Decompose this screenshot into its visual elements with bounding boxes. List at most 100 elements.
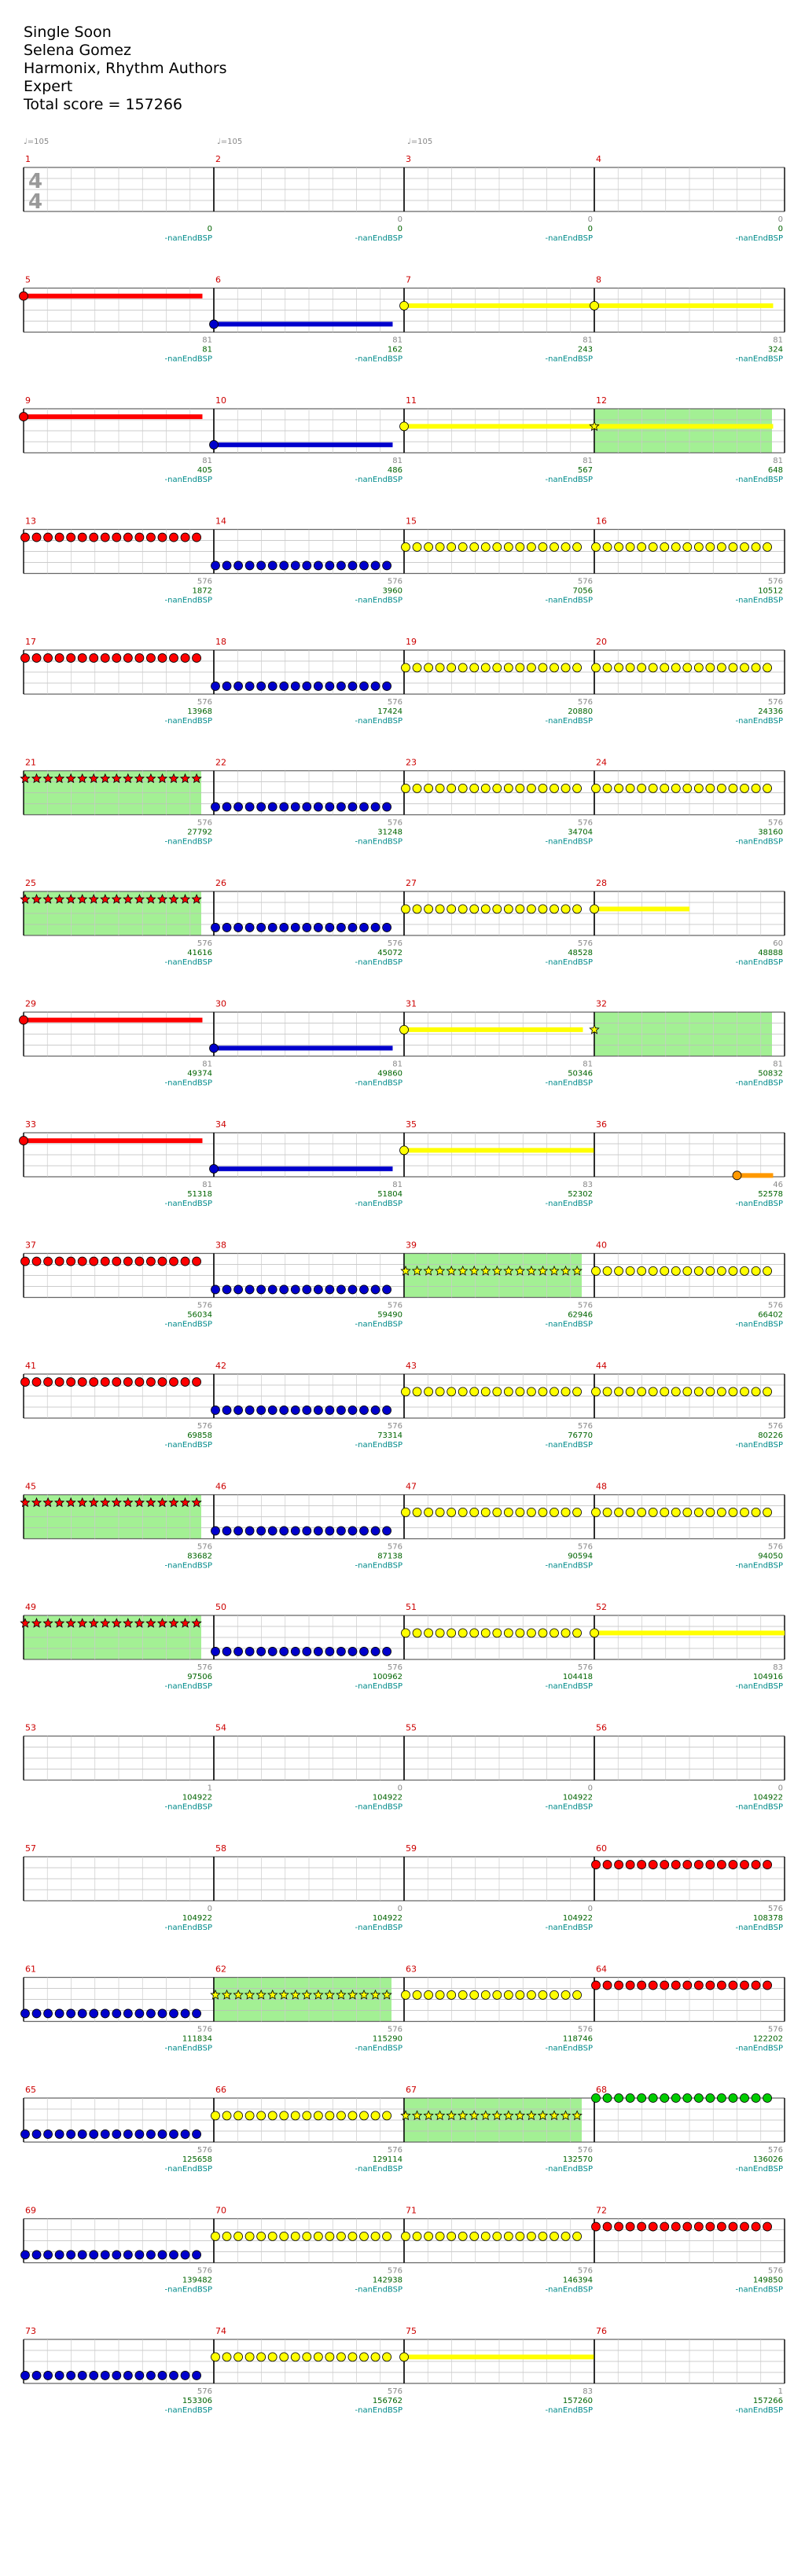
measure-value: 576	[197, 939, 212, 948]
note-head	[370, 2231, 380, 2241]
measure-number: 65	[25, 2085, 36, 2095]
measure-score: 149850	[753, 2277, 783, 2285]
measure-value: 576	[388, 819, 402, 828]
star-note	[88, 894, 99, 904]
measure-number: 70	[215, 2206, 226, 2216]
measure-score: 0	[588, 225, 593, 233]
note-head	[169, 1377, 178, 1387]
measure-number: 3	[406, 154, 411, 164]
note-head	[424, 1387, 433, 1397]
star-note	[191, 773, 202, 784]
note-head	[591, 2093, 601, 2103]
total-score: Total score = 157266	[24, 96, 182, 113]
star-note	[313, 1989, 324, 2000]
note-head	[751, 1508, 761, 1517]
note-head	[256, 1284, 266, 1295]
measure-footer-label: -nanEndBSP	[355, 1079, 402, 1088]
star-note	[156, 1497, 168, 1508]
note-head	[43, 1256, 53, 1266]
note-head	[233, 802, 243, 812]
note-head	[469, 1628, 480, 1638]
star-note	[191, 894, 202, 904]
note-head	[751, 784, 761, 793]
note-head	[180, 1377, 190, 1387]
note-head	[54, 532, 64, 542]
note-head	[572, 784, 582, 793]
measure-score: 146394	[563, 2277, 593, 2285]
note-head	[550, 1990, 559, 2000]
measure-footer-label: -nanEndBSP	[546, 958, 593, 967]
measure-score: 104922	[182, 1914, 212, 1923]
note-head	[267, 682, 278, 691]
star-note	[301, 1989, 312, 2000]
note-head	[134, 532, 145, 542]
measure-value: 576	[388, 698, 402, 707]
note-head	[682, 2093, 693, 2103]
note-head	[256, 1526, 266, 1536]
note-head	[233, 923, 243, 932]
note-head	[180, 2008, 190, 2019]
note-head	[561, 1387, 571, 1397]
measure-value: 81	[392, 1181, 402, 1189]
note-head	[492, 1628, 502, 1638]
note-head	[538, 1508, 548, 1517]
measure-number: 21	[25, 758, 36, 768]
note-head	[336, 1284, 346, 1295]
note-head	[77, 2371, 87, 2380]
note-head	[591, 663, 601, 673]
star-note	[156, 773, 168, 784]
measure-footer-label: -nanEndBSP	[736, 2045, 783, 2053]
measure-number: 15	[406, 516, 417, 527]
note-head	[146, 2371, 156, 2380]
star-note	[156, 1618, 168, 1628]
note-head	[648, 784, 658, 793]
star-note	[469, 2110, 480, 2121]
note-head	[211, 1406, 220, 1415]
note-head	[740, 2221, 749, 2232]
note-head	[382, 1284, 391, 1295]
note-head	[637, 1266, 647, 1276]
note-head	[614, 1980, 623, 1990]
note-head	[347, 682, 358, 691]
note-head	[424, 784, 433, 793]
note-head	[233, 1406, 243, 1415]
note-head	[538, 1990, 548, 2000]
note-head	[591, 1387, 601, 1397]
note-head	[550, 2231, 559, 2241]
star-note	[145, 894, 156, 904]
note-head	[123, 1377, 133, 1387]
measure-footer-label: -nanEndBSP	[355, 2045, 402, 2053]
note-head	[19, 1015, 28, 1025]
tempo-marker: ♩=105	[407, 138, 432, 146]
measure-value: 81	[583, 457, 593, 465]
measure-value: 1	[208, 1784, 212, 1793]
note-head	[591, 1860, 601, 1869]
note-head	[211, 2231, 220, 2241]
note-head	[382, 2352, 391, 2362]
measure-number: 29	[25, 999, 36, 1009]
measure-number: 45	[25, 1482, 36, 1492]
measure-value: 576	[197, 1543, 212, 1552]
note-head	[313, 923, 323, 932]
measure-value: 576	[768, 698, 783, 707]
measure-score: 125658	[182, 2155, 212, 2164]
note-head	[313, 682, 323, 691]
star-note	[168, 1497, 179, 1508]
note-head	[19, 1136, 28, 1145]
note-head	[123, 532, 133, 542]
star-note	[514, 1265, 526, 1276]
note-head	[123, 2250, 133, 2260]
measure-score: 100962	[373, 1673, 402, 1681]
star-note	[423, 2110, 434, 2121]
note-head	[458, 784, 468, 793]
note-head	[100, 653, 110, 663]
star-note	[537, 2110, 549, 2121]
note-head	[112, 653, 122, 663]
measure-score: 76770	[568, 1431, 593, 1440]
note-head	[336, 1526, 346, 1536]
note-head	[614, 663, 623, 673]
tempo-marker: ♩=105	[24, 138, 49, 146]
note-head	[192, 2008, 201, 2019]
note-head	[763, 1860, 772, 1869]
note-head	[347, 1284, 358, 1295]
